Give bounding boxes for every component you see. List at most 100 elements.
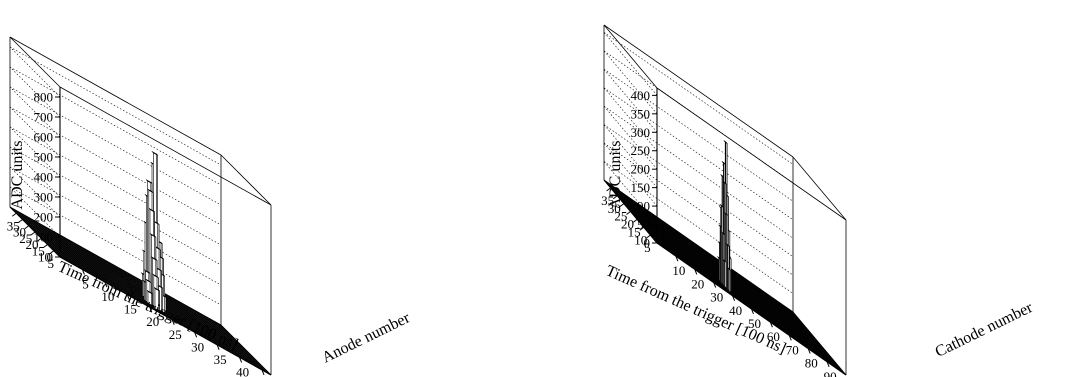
floor-gridline xyxy=(621,200,811,333)
y-tick xyxy=(632,218,638,223)
floor-gridline xyxy=(619,198,810,332)
anode-plot-group: 0100200300400500600700800510152025303540… xyxy=(7,36,413,377)
z-gridline xyxy=(9,126,61,178)
floor-gridline xyxy=(617,195,807,328)
floor-gridline xyxy=(57,254,269,373)
y-tick-label: 20 xyxy=(26,237,39,252)
y-tick-label: 5 xyxy=(644,240,651,255)
y-tick xyxy=(36,237,42,242)
floor-gridline xyxy=(614,192,804,325)
z-gridline xyxy=(9,186,61,238)
floor-gridline xyxy=(17,214,229,333)
floor-gridline xyxy=(609,186,799,319)
z-tick-label: 200 xyxy=(631,162,651,177)
floor-gridline xyxy=(606,182,796,316)
z-gridline xyxy=(603,50,658,115)
bar-side-face xyxy=(724,260,727,289)
bar-top-face xyxy=(144,269,151,274)
lego-bar xyxy=(146,289,153,307)
floor-gridline xyxy=(639,222,829,355)
x-tick-label: 10 xyxy=(101,289,114,304)
z-tick-label: 700 xyxy=(34,110,54,125)
x-tick xyxy=(769,322,773,328)
z-tick-label: 400 xyxy=(34,170,54,185)
floor-gridline xyxy=(27,224,239,343)
floor-gridline xyxy=(22,219,234,338)
box-edge xyxy=(59,86,272,206)
x-tick xyxy=(81,269,85,275)
floor-gridline xyxy=(16,212,228,332)
floor-gridline xyxy=(610,187,800,321)
floor-gridline xyxy=(652,238,843,371)
x-tick-label: 10 xyxy=(672,263,685,278)
bar-top-face xyxy=(722,181,727,185)
floor-gridline xyxy=(615,193,806,327)
y-tick xyxy=(639,226,645,231)
floor-gridline xyxy=(18,215,230,335)
z-tick-label: 500 xyxy=(34,150,54,165)
z-tick-label: 150 xyxy=(631,180,651,195)
z-tick-label: 600 xyxy=(34,130,54,145)
x-tick xyxy=(216,344,220,351)
bar-top-face xyxy=(151,151,158,156)
bar-top-face xyxy=(723,140,728,144)
x-tick-label: 60 xyxy=(767,329,780,344)
floor-gridline xyxy=(11,207,223,327)
x-tick xyxy=(732,295,736,301)
x-axis-line xyxy=(59,256,272,376)
x-axis-title: Anode number xyxy=(319,309,413,366)
y-tick-label: 5 xyxy=(48,256,55,271)
y-tick-label: 25 xyxy=(19,231,32,246)
z-gridline xyxy=(9,106,61,158)
lego-bar xyxy=(153,286,160,312)
x-tick xyxy=(675,256,679,262)
cathode-lego-plot: 0501001502002503003504001020304050607080… xyxy=(601,24,1036,377)
anode-lego-plot: 0100200300400500600700800510152025303540… xyxy=(7,36,413,377)
x-tick xyxy=(126,294,130,300)
x-tick-label: 25 xyxy=(169,327,182,342)
box-edge xyxy=(220,154,272,206)
floor-gridline xyxy=(12,209,224,328)
x-tick xyxy=(807,348,811,354)
x-tick-label: 30 xyxy=(191,339,204,354)
x-tick-label: 90 xyxy=(824,369,837,377)
floor-gridline xyxy=(642,225,832,358)
floor-gridline xyxy=(26,222,238,342)
bar-top-face xyxy=(146,179,153,184)
z-gridline xyxy=(9,86,222,206)
y-tick-label: 10 xyxy=(634,232,647,247)
x-tick-label: 40 xyxy=(236,364,249,377)
x-tick-label: 70 xyxy=(786,342,799,357)
box-edge xyxy=(603,24,658,89)
z-tick-label: 350 xyxy=(631,106,651,121)
x-tick-label: 5 xyxy=(82,277,89,292)
floor-gridline xyxy=(644,228,835,362)
floor-gridline xyxy=(640,223,831,357)
x-tick xyxy=(751,308,754,315)
x-tick-label: 30 xyxy=(710,290,723,305)
bar-top-face xyxy=(153,286,160,292)
floor-gridline xyxy=(651,236,841,369)
bar-top-face xyxy=(146,289,153,295)
floor-gridline xyxy=(33,230,245,350)
z-gridline xyxy=(603,32,658,96)
z-tick-label: 800 xyxy=(34,90,54,105)
x-tick-label: 35 xyxy=(214,352,227,367)
floor-gridline xyxy=(623,203,814,336)
lego-bar xyxy=(726,267,731,293)
y-tick xyxy=(49,250,55,255)
floor-gridline xyxy=(34,231,247,351)
floor-gridline xyxy=(29,226,242,346)
y-tick xyxy=(612,195,618,200)
bar-top-face xyxy=(725,243,730,247)
z-gridline xyxy=(9,106,222,226)
y-tick xyxy=(646,234,651,239)
box-edge xyxy=(792,156,847,221)
floor-gridline xyxy=(607,184,798,317)
floor-gridline xyxy=(31,227,243,347)
bar-top-face xyxy=(719,204,724,208)
x-tick xyxy=(194,332,198,338)
x-tick-label: 40 xyxy=(729,303,742,318)
z-tick-label: 400 xyxy=(631,88,651,103)
floor-gridline xyxy=(9,206,222,326)
